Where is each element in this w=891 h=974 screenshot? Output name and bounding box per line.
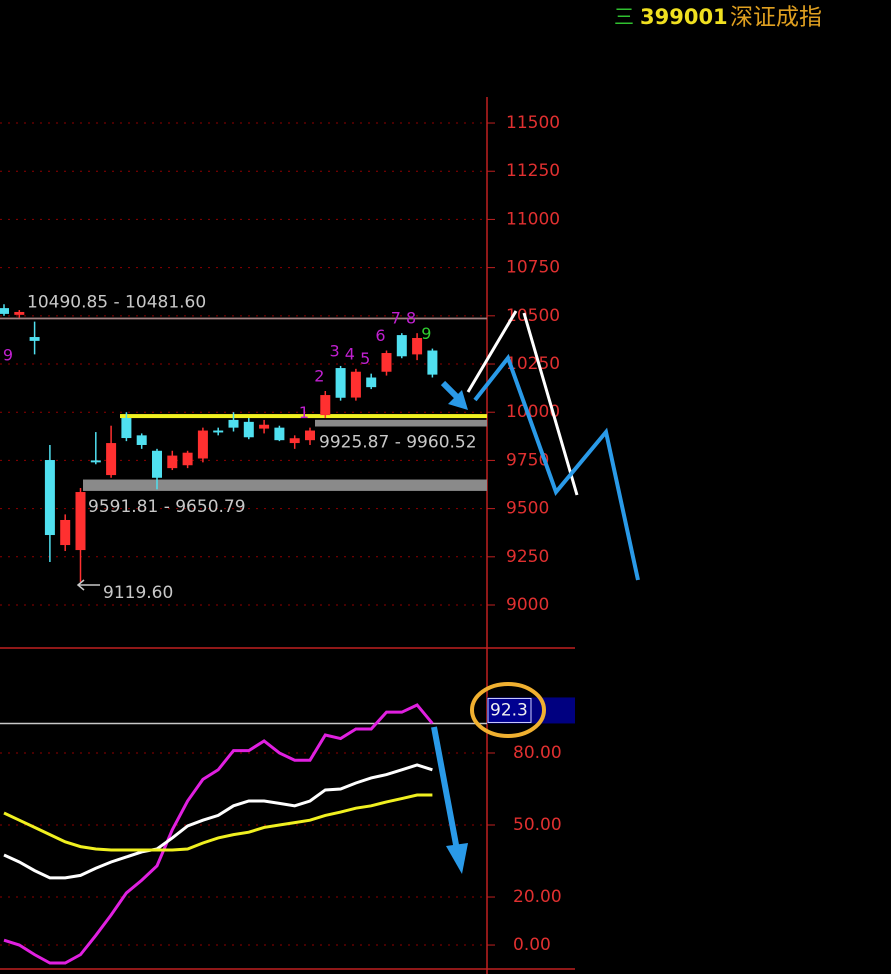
indicator-line (3, 703, 434, 965)
indicator-line (3, 793, 433, 852)
zone-label: 10490.85 - 10481.60 (27, 293, 206, 313)
price-zone (315, 419, 487, 427)
marker-label-box (487, 697, 532, 723)
y-tick-label: 10750 (506, 258, 560, 278)
count-label: 6 (375, 326, 385, 345)
candle-body (366, 377, 377, 388)
y-tick-label: 11500 (506, 113, 560, 133)
candle-body (305, 430, 315, 441)
drawn-arrow-head (448, 390, 468, 410)
drawn-arrow-head (446, 843, 468, 874)
candle-body (381, 353, 392, 372)
count-label: 2 (314, 367, 324, 386)
y-tick-label: 0.00 (513, 935, 551, 955)
support-line (120, 414, 487, 419)
count-label: 9 (421, 324, 431, 343)
y-tick-label: 9500 (506, 499, 549, 519)
price-zone (0, 317, 487, 320)
y-tick-label: 9250 (506, 547, 549, 567)
drawn-arrow (440, 380, 461, 401)
y-tick-label: 9000 (506, 595, 549, 615)
y-tick-label: 11250 (506, 161, 560, 181)
indicator-panel (0, 703, 487, 965)
label-arrow (76, 579, 85, 591)
count-label: 7 (391, 309, 401, 328)
stock-code: 399001 (640, 5, 728, 29)
y-tick-label: 10500 (506, 306, 560, 326)
candle-body (152, 450, 162, 478)
count-label: 8 (406, 309, 416, 328)
count-label: 1 (299, 403, 309, 422)
candle-body (320, 395, 331, 416)
candle-body (60, 519, 71, 546)
candle-body (182, 452, 193, 466)
count-label: 9 (3, 345, 13, 364)
drawn-line (473, 353, 640, 581)
candle-body (243, 421, 254, 438)
y-tick-label: 20.00 (513, 887, 562, 907)
header-icon: 三 (614, 5, 634, 29)
count-label: 3 (330, 341, 340, 360)
candle-body (136, 435, 147, 445)
y-tick-label: 10000 (506, 402, 560, 422)
candle-body (412, 337, 423, 355)
zone-label: 9591.81 - 9650.79 (88, 497, 246, 517)
candle-body (335, 368, 346, 398)
candle-body (274, 427, 285, 441)
candle-body (350, 371, 361, 398)
low-label: 9119.60 (103, 583, 173, 603)
candle-body (228, 419, 239, 428)
candle-body (0, 308, 9, 314)
drawn-line (522, 312, 579, 496)
indicator-line (3, 763, 433, 880)
drawn-line (466, 310, 518, 393)
candle-body (167, 455, 178, 469)
candle-body (121, 417, 132, 439)
marker-label: 92.3 (490, 700, 528, 720)
candle-body (44, 460, 55, 536)
stock-name: 深证成指 (730, 5, 822, 31)
highlight-circle (470, 682, 546, 738)
count-label: 4 (345, 344, 355, 363)
candle-body (213, 430, 224, 433)
y-tick-label: 80.00 (513, 743, 562, 763)
candle-body (289, 438, 300, 444)
axes: 9000 9250 9500 9750 10000 10250 10500 10750 1100… (487, 113, 575, 955)
y-tick-label: 10250 (506, 354, 560, 374)
candle-body (197, 430, 208, 459)
candle-body (427, 350, 438, 375)
y-tick-label: 9750 (506, 450, 549, 470)
candle-body (90, 460, 101, 463)
price-zone (83, 479, 487, 491)
candle-body (75, 492, 86, 551)
drawn-arrow (431, 726, 460, 851)
candle-body (29, 337, 40, 341)
candle-body (14, 311, 25, 315)
y-tick-label: 50.00 (513, 815, 562, 835)
zone-label: 9925.87 - 9960.52 (319, 433, 477, 453)
candle-body (396, 335, 407, 357)
count-label: 5 (360, 349, 370, 368)
candle-body (106, 443, 117, 476)
y-tick-label: 11000 (506, 209, 560, 229)
candle-body (259, 424, 270, 429)
